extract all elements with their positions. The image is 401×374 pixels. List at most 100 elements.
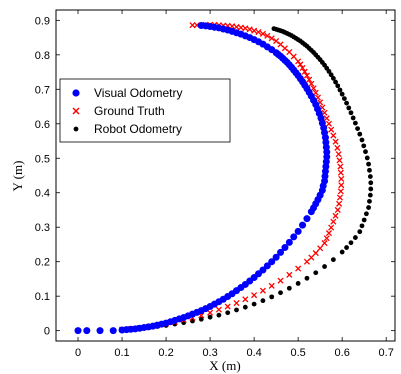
data-point: [264, 32, 271, 39]
data-point: [197, 22, 205, 30]
y-tick-label: 0.4: [35, 188, 50, 200]
data-point: [361, 143, 367, 149]
legend-marker-visual-odometry: [72, 89, 80, 97]
data-point: [303, 72, 311, 79]
data-point: [263, 262, 271, 270]
data-point: [295, 281, 301, 286]
data-point: [344, 245, 349, 250]
data-point: [325, 230, 333, 237]
data-point: [366, 161, 371, 167]
data-point: [321, 240, 328, 247]
data-point: [359, 137, 365, 143]
data-point: [330, 132, 337, 139]
data-point: [363, 149, 368, 155]
data-point: [337, 87, 343, 93]
data-point: [260, 298, 266, 304]
data-point: [304, 275, 310, 281]
x-tick-label: 0: [75, 347, 81, 359]
data-point: [338, 175, 345, 183]
data-point: [306, 76, 313, 83]
data-point: [330, 257, 336, 263]
data-point: [328, 126, 335, 133]
data-point: [350, 115, 356, 121]
data-point: [363, 211, 369, 217]
data-point: [286, 271, 293, 278]
data-point: [290, 53, 297, 60]
data-point: [278, 290, 283, 296]
data-point: [317, 245, 324, 252]
data-point: [338, 182, 345, 189]
data-point: [330, 218, 337, 225]
axis-ticks: 0 0.1 0.2 0.3 0.4 0.5 0.6 0.7 0 0.1 0.2 0.3 0.4 0.5 0.…: [35, 10, 395, 359]
data-point: [366, 205, 371, 210]
series-visual-odometry: [74, 22, 331, 335]
data-point: [295, 58, 302, 65]
data-point: [198, 316, 204, 322]
data-point: [367, 198, 372, 204]
data-point: [96, 327, 104, 335]
data-point: [332, 138, 339, 145]
data-point: [339, 91, 345, 97]
data-point: [242, 296, 249, 303]
data-point: [281, 244, 289, 252]
data-point: [337, 188, 344, 195]
data-point: [225, 310, 231, 316]
data-point: [286, 285, 292, 291]
data-point: [308, 80, 315, 87]
data-point: [207, 309, 214, 316]
data-point: [367, 167, 372, 173]
data-point: [215, 306, 222, 313]
y-tick-label: 0.6: [35, 119, 50, 131]
data-point: [251, 27, 258, 34]
data-point: [328, 72, 334, 78]
data-point: [364, 155, 370, 161]
data-point: [308, 254, 315, 261]
data-series: [74, 21, 374, 335]
legend-marker-robot-odometry: [73, 126, 79, 132]
data-point: [251, 301, 257, 307]
data-point: [367, 192, 373, 198]
data-point: [268, 35, 275, 42]
data-point: [271, 26, 277, 32]
y-tick-label: 0.3: [35, 222, 50, 234]
data-point: [269, 294, 275, 300]
data-point: [242, 304, 248, 310]
data-point: [335, 151, 342, 158]
data-point: [328, 224, 335, 231]
legend-label-robot-odometry: Robot Odometry: [94, 122, 182, 136]
x-tick-label: 0.3: [202, 347, 217, 359]
data-point: [337, 169, 344, 176]
data-point: [277, 248, 285, 256]
data-point: [335, 83, 341, 89]
data-point: [348, 240, 354, 246]
data-point: [299, 221, 307, 229]
data-point: [303, 215, 311, 223]
x-axis-label: X (m): [209, 358, 240, 373]
y-tick-label: 0.1: [35, 291, 50, 303]
y-tick-label: 0.7: [35, 84, 50, 96]
x-tick-label: 0.2: [158, 347, 173, 359]
data-point: [74, 327, 82, 335]
data-point: [277, 41, 284, 48]
data-point: [332, 212, 339, 219]
x-tick-label: 0.1: [114, 347, 129, 359]
data-point: [337, 163, 344, 170]
y-tick-label: 0.9: [35, 15, 50, 27]
data-point: [310, 85, 317, 92]
y-tick-label: 0: [44, 326, 50, 338]
data-point: [189, 22, 196, 29]
y-tick-label: 0.2: [35, 257, 50, 269]
data-point: [357, 229, 363, 235]
legend-label-visual-odometry: Visual Odometry: [94, 86, 182, 100]
data-point: [330, 75, 336, 81]
data-point: [367, 174, 373, 179]
data-point: [234, 307, 239, 313]
data-point: [295, 265, 302, 272]
data-point: [357, 131, 363, 137]
y-tick-label: 0.8: [35, 50, 50, 62]
data-point: [336, 157, 343, 164]
x-tick-label: 0.7: [379, 347, 394, 359]
data-point: [322, 264, 327, 269]
legend: Visual Odometry Ground Truth Robot Odome…: [59, 78, 231, 143]
